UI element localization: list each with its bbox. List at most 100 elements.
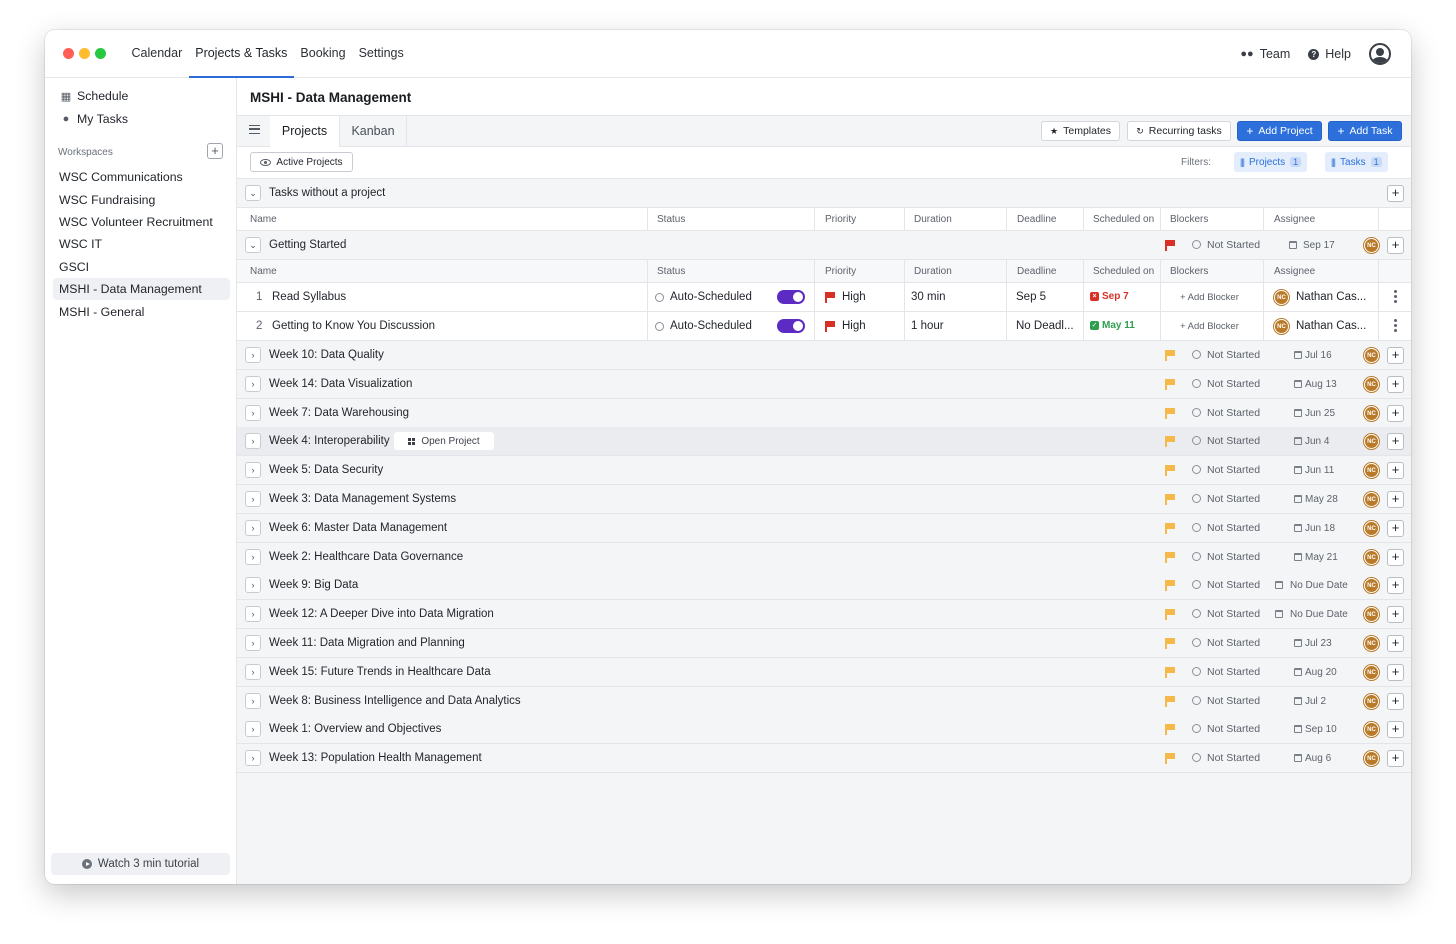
flag-icon[interactable]	[1165, 523, 1175, 534]
status-circle-icon[interactable]	[1192, 408, 1201, 417]
chevron-right-icon[interactable]: ›	[245, 693, 261, 709]
sidebar-item-my-tasks[interactable]: ● My Tasks	[53, 108, 230, 130]
project-row[interactable]: › Week 7: Data Warehousing Not Started Jun …	[237, 399, 1411, 428]
tab-projects[interactable]: Projects	[270, 116, 340, 148]
task-assignee[interactable]: Nathan Cas...	[1296, 320, 1367, 332]
chevron-right-icon[interactable]: ›	[245, 549, 261, 565]
project-row[interactable]: › Week 5: Data Security Not Started Jun 11 N…	[237, 456, 1411, 485]
column-header-scheduled[interactable]: Scheduled on	[1093, 266, 1155, 277]
add-task-to-project-button[interactable]: +	[1387, 462, 1404, 479]
assignee-avatar[interactable]: NC	[1364, 694, 1379, 709]
project-date[interactable]: Jun 25	[1305, 408, 1336, 419]
flag-icon[interactable]	[1165, 552, 1175, 563]
add-project-button[interactable]: + Add Project	[1237, 121, 1322, 141]
task-priority[interactable]: High	[842, 320, 866, 332]
task-duration[interactable]: 1 hour	[911, 320, 944, 332]
column-header-blockers[interactable]: Blockers	[1170, 266, 1209, 277]
add-task-to-project-button[interactable]: +	[1387, 491, 1404, 508]
project-date[interactable]: May 21	[1305, 552, 1338, 563]
add-blocker-button[interactable]: + Add Blocker	[1180, 292, 1239, 303]
column-header-priority[interactable]: Priority	[825, 266, 857, 277]
open-project-button[interactable]: Open Project	[394, 432, 494, 450]
status-circle-icon[interactable]	[1192, 696, 1201, 705]
assignee-avatar[interactable]: NC	[1364, 578, 1379, 593]
add-task-to-project-button[interactable]: +	[1387, 577, 1404, 594]
status-circle-icon[interactable]	[1192, 638, 1201, 647]
recurring-tasks-button[interactable]: ↻ Recurring tasks	[1127, 121, 1231, 141]
nav-settings[interactable]: Settings	[358, 46, 404, 60]
column-header-duration[interactable]: Duration	[914, 266, 952, 277]
chevron-right-icon[interactable]: ›	[245, 347, 261, 363]
minimize-window-button[interactable]	[79, 48, 90, 59]
column-header-assignee[interactable]: Assignee	[1274, 214, 1316, 225]
add-task-to-project-button[interactable]: +	[1387, 606, 1404, 623]
status-circle-icon[interactable]	[1192, 436, 1201, 445]
status-circle-icon[interactable]	[1192, 552, 1201, 561]
chevron-right-icon[interactable]: ›	[245, 606, 261, 622]
task-deadline[interactable]: Sep 5	[1016, 291, 1047, 303]
project-date[interactable]: Aug 20	[1305, 667, 1337, 678]
table-row[interactable]: 1 Read Syllabus Auto-Scheduled High 30 m…	[237, 283, 1411, 312]
project-row[interactable]: › Week 6: Master Data Management Not Start…	[237, 514, 1411, 543]
status-circle-icon[interactable]	[1192, 350, 1201, 359]
project-date[interactable]: No Due Date	[1290, 580, 1348, 591]
project-row[interactable]: › Week 4: Interoperability Open Project Not…	[237, 427, 1411, 456]
assignee-avatar[interactable]: NC	[1364, 348, 1379, 363]
flag-icon[interactable]	[1165, 724, 1175, 735]
project-date[interactable]: Sep 17	[1303, 240, 1335, 251]
tasks-filter-chip[interactable]: ||| Tasks 1	[1325, 152, 1388, 172]
project-date[interactable]: Aug 13	[1305, 379, 1337, 390]
status-circle-icon[interactable]	[1192, 753, 1201, 762]
task-priority[interactable]: High	[842, 291, 866, 303]
chevron-right-icon[interactable]: ›	[245, 433, 261, 449]
assignee-avatar[interactable]: NC	[1364, 406, 1379, 421]
add-task-to-project-button[interactable]: +	[1387, 721, 1404, 738]
assignee-avatar[interactable]: NC	[1364, 665, 1379, 680]
assignee-avatar[interactable]: NC	[1364, 636, 1379, 651]
task-name[interactable]: Getting to Know You Discussion	[272, 320, 436, 332]
project-row[interactable]: › Week 14: Data Visualization Not Started A…	[237, 370, 1411, 399]
more-options-icon[interactable]	[1394, 290, 1397, 304]
chevron-right-icon[interactable]: ›	[245, 577, 261, 593]
flag-icon[interactable]	[1165, 465, 1175, 476]
chevron-right-icon[interactable]: ›	[245, 376, 261, 392]
chevron-right-icon[interactable]: ›	[245, 635, 261, 651]
project-date[interactable]: Jun 11	[1305, 465, 1335, 476]
project-row[interactable]: › Week 12: A Deeper Dive into Data Migrat…	[237, 600, 1411, 629]
add-task-to-project-button[interactable]: +	[1387, 376, 1404, 393]
project-row[interactable]: › Week 1: Overview and Objectives Not Star…	[237, 715, 1411, 744]
chevron-right-icon[interactable]: ›	[245, 721, 261, 737]
maximize-window-button[interactable]	[95, 48, 106, 59]
tab-kanban[interactable]: Kanban	[340, 116, 407, 147]
chevron-right-icon[interactable]: ›	[245, 405, 261, 421]
flag-icon[interactable]	[1165, 609, 1175, 620]
column-header-scheduled[interactable]: Scheduled on	[1093, 214, 1155, 225]
close-window-button[interactable]	[63, 48, 74, 59]
task-name[interactable]: Read Syllabus	[272, 291, 347, 303]
chevron-right-icon[interactable]: ›	[245, 520, 261, 536]
assignee-avatar[interactable]: NC	[1364, 434, 1379, 449]
sidebar-item-workspace[interactable]: WSC Fundraising	[59, 193, 156, 207]
sidebar-item-workspace[interactable]: WSC Communications	[59, 170, 183, 184]
task-duration[interactable]: 30 min	[911, 291, 946, 303]
sidebar-item-workspace-active[interactable]: MSHI - Data Management	[53, 278, 230, 300]
project-row[interactable]: › Week 10: Data Quality Not Started Jul 16 N…	[237, 341, 1411, 370]
status-circle-icon[interactable]	[1192, 724, 1201, 733]
project-date[interactable]: Jul 16	[1305, 350, 1332, 361]
assignee-avatar[interactable]: NC	[1364, 722, 1379, 737]
nav-projects-tasks[interactable]: Projects & Tasks	[188, 30, 294, 78]
add-task-to-project-button[interactable]: +	[1387, 664, 1404, 681]
chevron-right-icon[interactable]: ›	[245, 462, 261, 478]
status-circle-icon[interactable]	[1192, 667, 1201, 676]
column-header-status[interactable]: Status	[657, 214, 686, 225]
project-row[interactable]: › Week 3: Data Management Systems Not Star…	[237, 485, 1411, 514]
status-circle-icon[interactable]	[1192, 379, 1201, 388]
add-task-to-project-button[interactable]: +	[1387, 237, 1404, 254]
assignee-avatar[interactable]: NC	[1364, 751, 1379, 766]
project-row[interactable]: › Week 11: Data Migration and Planning Not…	[237, 629, 1411, 658]
menu-icon[interactable]	[249, 125, 260, 134]
team-button[interactable]: ●● Team	[1240, 47, 1290, 61]
chevron-right-icon[interactable]: ›	[245, 750, 261, 766]
sidebar-item-workspace[interactable]: WSC IT	[59, 237, 103, 251]
flag-icon[interactable]	[1165, 580, 1175, 591]
